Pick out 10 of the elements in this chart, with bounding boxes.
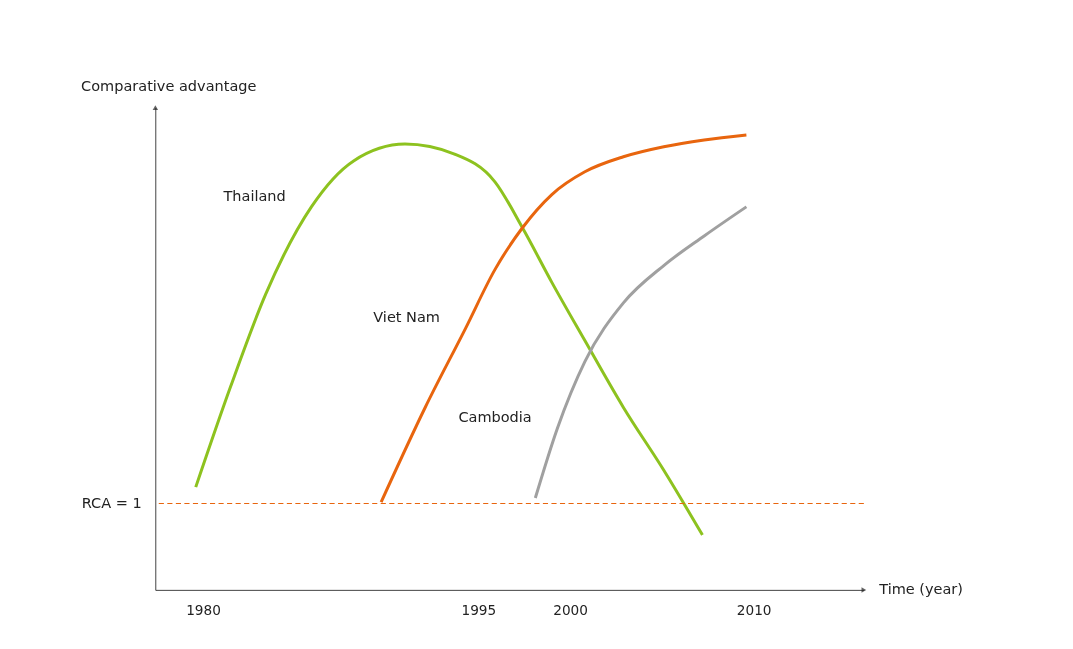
series-label: Cambodia (458, 409, 532, 426)
series-label: Viet Nam (373, 309, 440, 326)
x-tick-label: 1995 (461, 602, 497, 619)
x-axis-title: Time (year) (878, 581, 963, 598)
series-label: Thailand (222, 187, 286, 204)
x-tick-label: 2000 (553, 602, 588, 619)
x-tick-label: 2010 (736, 602, 772, 619)
x-tick-label: 1980 (186, 602, 221, 619)
text: RCA = 1 (81, 494, 142, 511)
y-axis-title: Comparative advantage (81, 78, 257, 95)
